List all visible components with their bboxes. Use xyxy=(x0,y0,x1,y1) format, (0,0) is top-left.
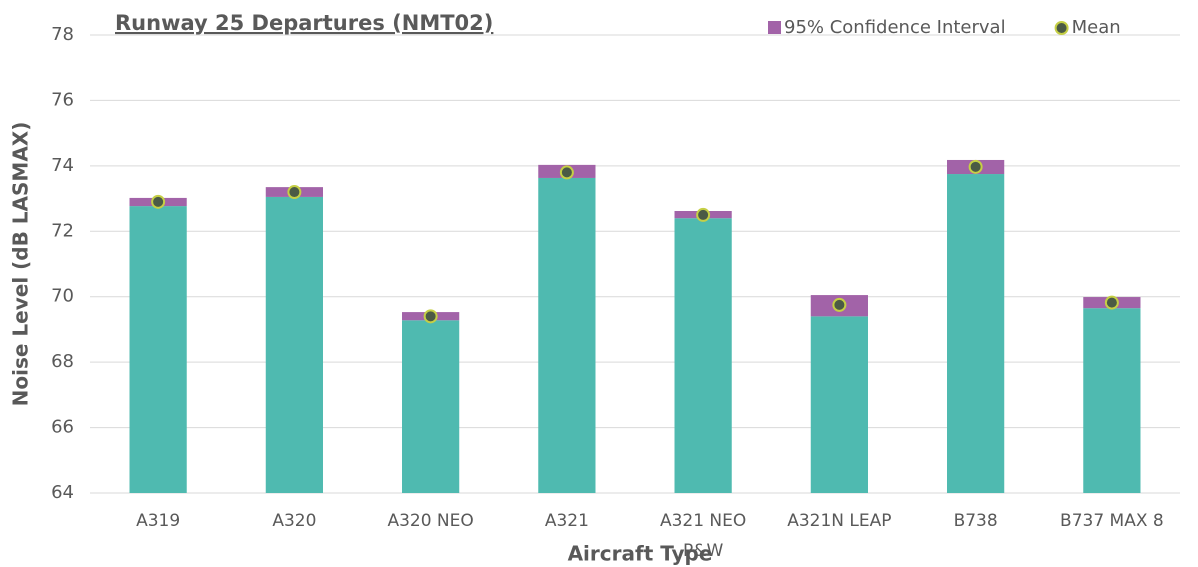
bar xyxy=(810,316,868,493)
mean-marker xyxy=(968,159,983,174)
bar xyxy=(674,218,732,493)
y-tick-label: 70 xyxy=(51,286,74,307)
x-tick-label: A321 xyxy=(545,511,589,531)
y-tick-label: 74 xyxy=(51,155,74,176)
bar xyxy=(265,196,323,493)
mean-marker xyxy=(287,185,302,200)
y-axis-title: Noise Level (dB LASMAX) xyxy=(9,122,33,407)
x-tick-label: A319 xyxy=(136,511,180,531)
legend-marker xyxy=(1054,21,1069,35)
mean-marker xyxy=(832,297,847,312)
legend-swatch xyxy=(768,21,781,34)
bar xyxy=(402,320,460,493)
mean-marker xyxy=(1104,295,1119,310)
mean-marker xyxy=(559,165,574,180)
legend-label: Mean xyxy=(1072,17,1121,38)
mean-marker xyxy=(423,309,438,324)
y-tick-label: 72 xyxy=(51,220,74,241)
x-tick-label: B738 xyxy=(954,511,998,531)
x-tick-label: A321 NEO xyxy=(660,511,746,531)
x-axis-title: Aircraft Type xyxy=(568,542,713,566)
bar xyxy=(1083,308,1141,493)
y-tick-label: 76 xyxy=(51,89,74,110)
x-tick-label: P&W xyxy=(683,541,724,561)
y-tick-label: 78 xyxy=(51,24,74,45)
x-tick-label: A320 xyxy=(272,511,316,531)
y-tick-label: 64 xyxy=(51,482,74,503)
bar xyxy=(538,177,596,493)
legend-label: 95% Confidence Interval xyxy=(784,17,1006,38)
mean-marker xyxy=(696,207,711,222)
chart-title: Runway 25 Departures (NMT02) xyxy=(115,11,493,35)
bar xyxy=(129,206,187,494)
bar xyxy=(947,174,1005,494)
y-tick-label: 68 xyxy=(51,351,74,372)
mean-marker xyxy=(151,194,166,209)
x-tick-label: A321N LEAP xyxy=(787,511,891,531)
x-tick-label: B737 MAX 8 xyxy=(1060,511,1164,531)
y-tick-label: 66 xyxy=(51,417,74,438)
x-tick-label: A320 NEO xyxy=(387,511,473,531)
